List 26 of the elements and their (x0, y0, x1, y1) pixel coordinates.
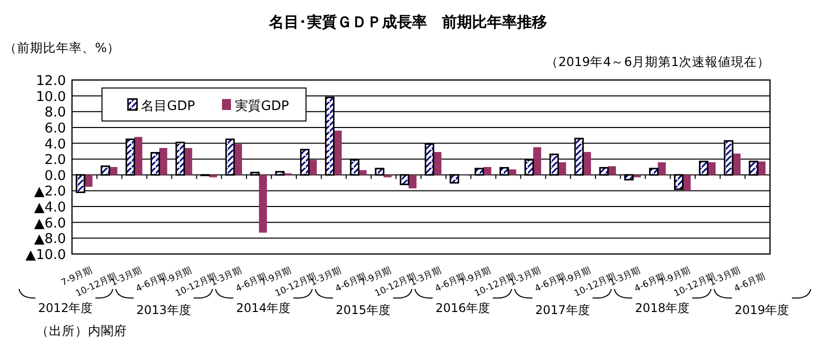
y-tick-label: ▲8.0 (34, 231, 66, 248)
text: 2014年度 (236, 301, 291, 315)
y-axis-title: （前期比年率、%） (4, 40, 120, 55)
y-tick-label: 4.0 (44, 136, 66, 152)
text: 2017年度 (535, 303, 590, 317)
y-tick-label: ▲4.0 (34, 200, 66, 216)
chart-title: 名目･実質ＧＤＰ成長率 前期比年率推移 (268, 13, 547, 31)
y-tick-label: 10.0 (36, 88, 66, 105)
text: 2018年度 (634, 301, 690, 315)
text: （出所）内閣府 (36, 323, 127, 338)
y-tick-label: 8.0 (44, 104, 66, 121)
legend-label: 名目GDP (141, 99, 196, 114)
y-tick-label: 6.0 (44, 120, 66, 136)
text: 2013年度 (136, 303, 191, 317)
y-tick-label: 12.0 (36, 73, 66, 89)
y-tick-label: ▲6.0 (34, 215, 66, 232)
y-tick-label: 2.0 (44, 152, 66, 168)
legend-label: 実質GDP (235, 98, 290, 114)
text: 2012年度 (38, 301, 93, 315)
text: 2015年度 (336, 303, 390, 317)
y-tick-label: ▲10.0 (26, 247, 66, 263)
y-tick-label: ▲2.0 (34, 184, 66, 200)
text: 2016年度 (436, 301, 490, 315)
text: （2019年4～6月期第1次速報値現在） (545, 54, 770, 69)
y-tick-label: 0.0 (44, 168, 66, 184)
text: 2019年度 (734, 303, 790, 317)
